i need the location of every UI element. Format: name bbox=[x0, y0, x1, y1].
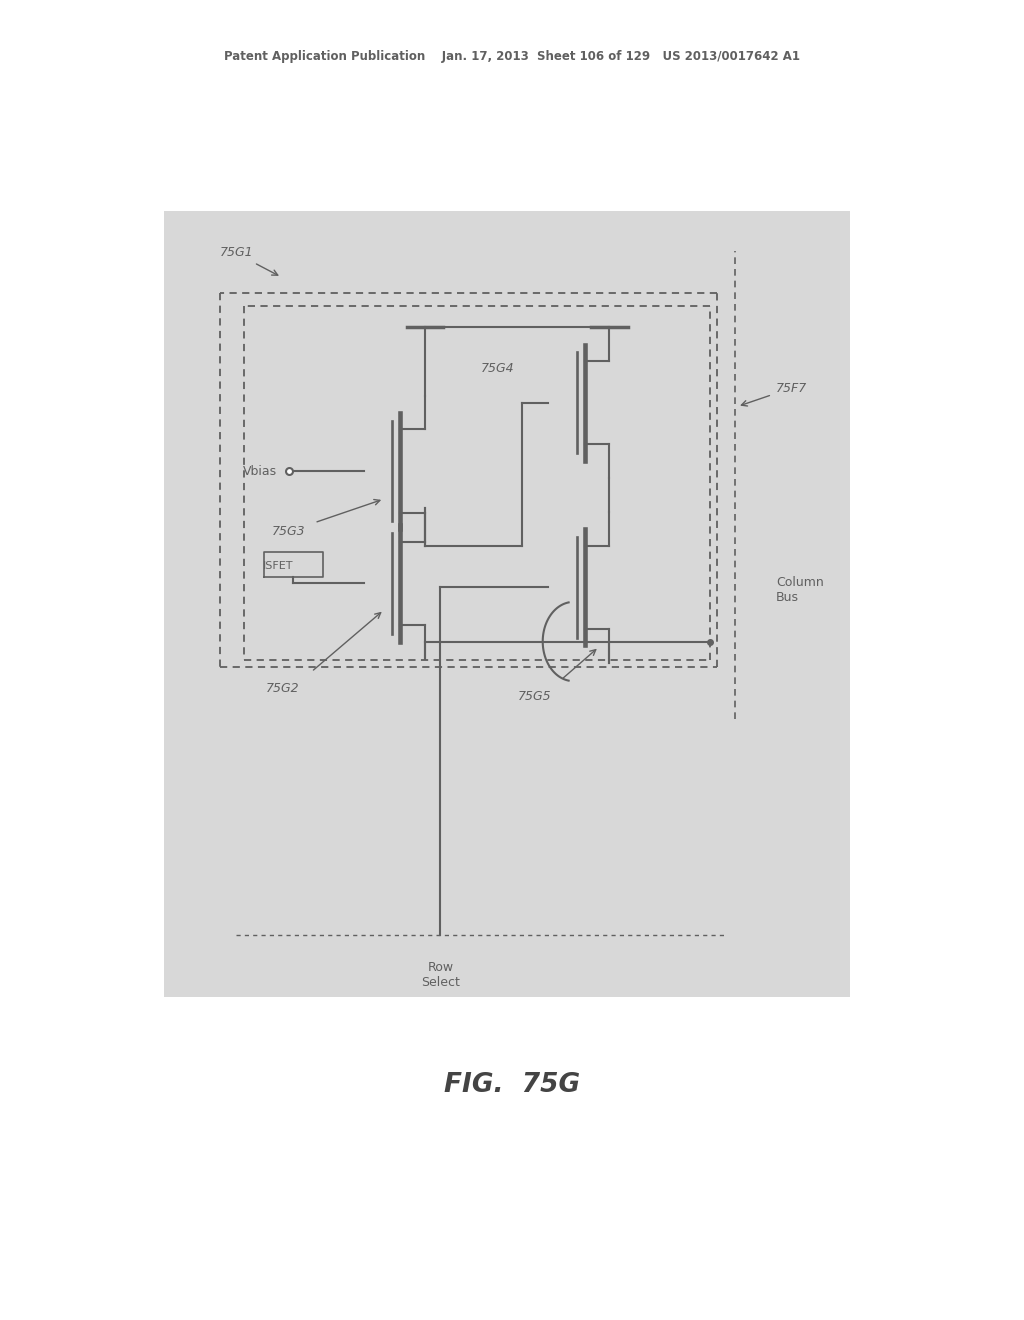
Text: Vbias: Vbias bbox=[243, 465, 276, 478]
Text: 75G1: 75G1 bbox=[220, 246, 254, 259]
Text: 75F7: 75F7 bbox=[776, 381, 808, 395]
Text: ISFET: ISFET bbox=[263, 561, 294, 572]
Text: 75G2: 75G2 bbox=[266, 681, 300, 694]
Text: Patent Application Publication    Jan. 17, 2013  Sheet 106 of 129   US 2013/0017: Patent Application Publication Jan. 17, … bbox=[224, 50, 800, 63]
FancyBboxPatch shape bbox=[164, 211, 850, 997]
Text: 75G4: 75G4 bbox=[481, 362, 515, 375]
Text: FIG.  75G: FIG. 75G bbox=[444, 1072, 580, 1098]
Text: 75G5: 75G5 bbox=[518, 689, 552, 702]
Text: Row
Select: Row Select bbox=[421, 961, 460, 989]
Text: Column
Bus: Column Bus bbox=[776, 576, 824, 605]
Text: 75G3: 75G3 bbox=[271, 524, 305, 537]
